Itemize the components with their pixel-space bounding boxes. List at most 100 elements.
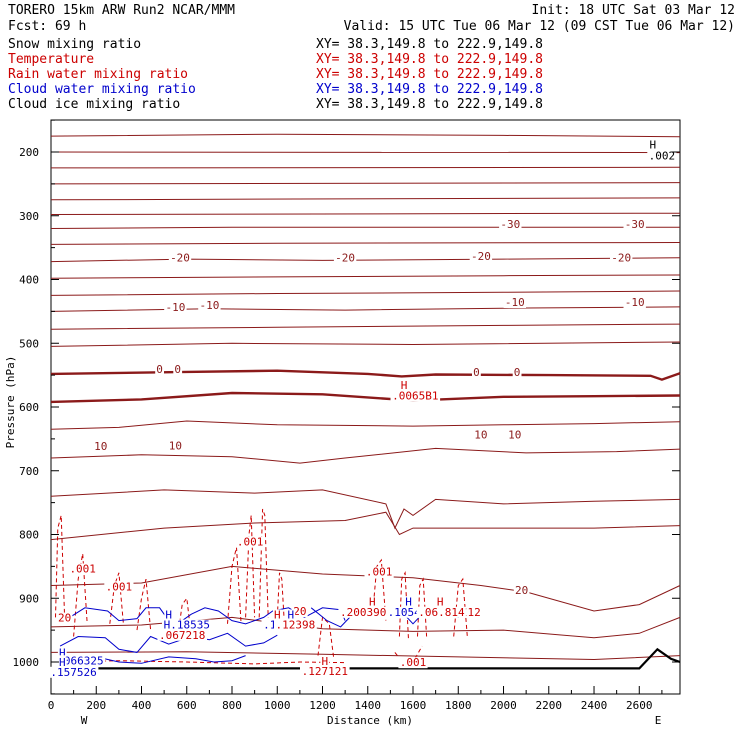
cloud-water-contour xyxy=(59,632,278,653)
contour-label-background xyxy=(404,596,413,608)
contour-label-background xyxy=(398,657,428,669)
contour-label-background xyxy=(104,581,134,593)
contour-label: -30 xyxy=(500,218,520,231)
contour-label: .06.8141 xyxy=(418,606,471,619)
field-name: Rain water mixing ratio xyxy=(8,67,188,82)
contour-label: .001 xyxy=(69,563,96,576)
contour-label-background xyxy=(507,429,523,441)
rain-contour xyxy=(109,572,124,624)
contour-label: .200390 xyxy=(340,606,386,619)
isotherm-line xyxy=(50,274,681,279)
isotherm-line xyxy=(50,511,681,541)
rain-contour xyxy=(227,547,242,624)
contour-label-background xyxy=(168,252,192,264)
contour-label: H xyxy=(165,608,172,621)
contour-label-background xyxy=(300,666,350,678)
contour-label: H xyxy=(287,608,294,621)
rain-contour xyxy=(245,515,256,618)
contour-label-background xyxy=(623,297,646,308)
y-tick-label: 200 xyxy=(19,146,39,159)
x-tick-label: 2200 xyxy=(536,699,563,712)
contour-label-background xyxy=(473,429,489,441)
isotherm-line xyxy=(50,565,681,612)
contour-label-background xyxy=(386,606,436,618)
contour-label: 10 xyxy=(169,439,182,452)
contour-label: 0 xyxy=(514,366,521,379)
contour-label-background xyxy=(48,666,99,678)
contour-label-background xyxy=(466,606,482,618)
contour-label-background xyxy=(274,619,317,631)
contour-label: .0065B1 xyxy=(392,390,438,403)
field-name: Snow mixing ratio xyxy=(8,37,141,52)
contour-label: -20 xyxy=(170,251,190,264)
contour-label-background xyxy=(55,655,106,667)
east-label: E xyxy=(655,714,662,727)
y-tick-label: 500 xyxy=(19,337,39,350)
contour-label: -10 xyxy=(199,299,219,312)
x-tick-label: 2400 xyxy=(581,699,608,712)
contour-label-background xyxy=(272,609,282,621)
contour-label: .001 xyxy=(366,566,393,579)
contour-label: -20 xyxy=(335,251,355,264)
contour-label: 20 xyxy=(58,612,71,625)
x-tick-label: 400 xyxy=(132,699,152,712)
plot-area: -30 -30-20 -20 -20 -20-10 -10 -10 -100 0 0 010 1010… xyxy=(48,119,681,695)
contour-label-background xyxy=(435,596,445,608)
contour-label: .127121 xyxy=(302,665,348,678)
field-name: Temperature xyxy=(8,52,94,67)
contour-labels: -30 -30-20 -20 -20 -20-10 -10 -10 -100 0 0 010 1010… xyxy=(48,139,677,679)
contour-label: 10 xyxy=(474,429,487,442)
y-axis-label: Pressure (hPa) xyxy=(4,356,17,449)
contour-label: -10 xyxy=(165,301,185,314)
isotherm-line xyxy=(50,323,681,330)
contour-label: 10 xyxy=(94,440,107,453)
isotherm-line xyxy=(50,341,681,347)
rain-contour xyxy=(60,660,346,665)
isotherm-line xyxy=(50,489,681,530)
contour-label: -20 xyxy=(611,251,631,264)
rain-contour xyxy=(55,515,66,618)
isotherm-line xyxy=(50,290,681,296)
y-tick-label: 800 xyxy=(19,529,39,542)
isotherm-line xyxy=(50,182,681,185)
contour-label-background xyxy=(513,585,530,597)
isotherm-line xyxy=(50,133,681,138)
contour-label: 0 xyxy=(473,366,480,379)
contour-label-background xyxy=(164,609,174,621)
contour-label: -30 xyxy=(625,218,645,231)
field-legend: Snow mixing ratio XY= 38.3,149.8 to 222.9… xyxy=(8,37,543,112)
header: TORERO 15km ARW Run2 NCAR/MMM Init: 18 U… xyxy=(8,3,735,34)
contour-label-background xyxy=(364,566,394,578)
west-label: W xyxy=(81,714,88,727)
contour-label-background xyxy=(512,367,522,379)
contour-label: H xyxy=(437,596,444,609)
contour-label-background xyxy=(367,596,377,608)
x-tick-label: 1200 xyxy=(309,699,336,712)
contour-label-background xyxy=(56,612,73,624)
contour-label-background xyxy=(338,606,388,618)
contour-label: .067218 xyxy=(159,629,205,642)
x-tick-label: 1800 xyxy=(445,699,472,712)
contour-label: 10 xyxy=(508,429,521,442)
contour-label: H xyxy=(405,596,412,609)
isotherm-line xyxy=(50,166,681,169)
contour-label-background xyxy=(399,379,409,391)
contour-label-background xyxy=(610,252,633,264)
cloud-water-contour xyxy=(310,607,351,628)
contour-label: .002 xyxy=(649,149,676,162)
contour-label-background xyxy=(292,606,308,618)
contour-label-background xyxy=(390,390,441,402)
contour-label-background xyxy=(648,139,658,151)
contour-label-background xyxy=(162,619,212,631)
isotherm-line xyxy=(50,197,681,201)
contour-label-background xyxy=(167,440,184,452)
x-tick-label: 2600 xyxy=(626,699,653,712)
x-tick-label: 600 xyxy=(177,699,197,712)
field-name: Cloud ice mixing ratio xyxy=(8,97,180,112)
contour-label: -10 xyxy=(625,296,645,309)
rain-contour xyxy=(317,616,335,659)
contour-label: H.18535 xyxy=(164,619,210,632)
contour-label-background xyxy=(469,251,493,263)
x-tick-label: 1600 xyxy=(400,699,427,712)
